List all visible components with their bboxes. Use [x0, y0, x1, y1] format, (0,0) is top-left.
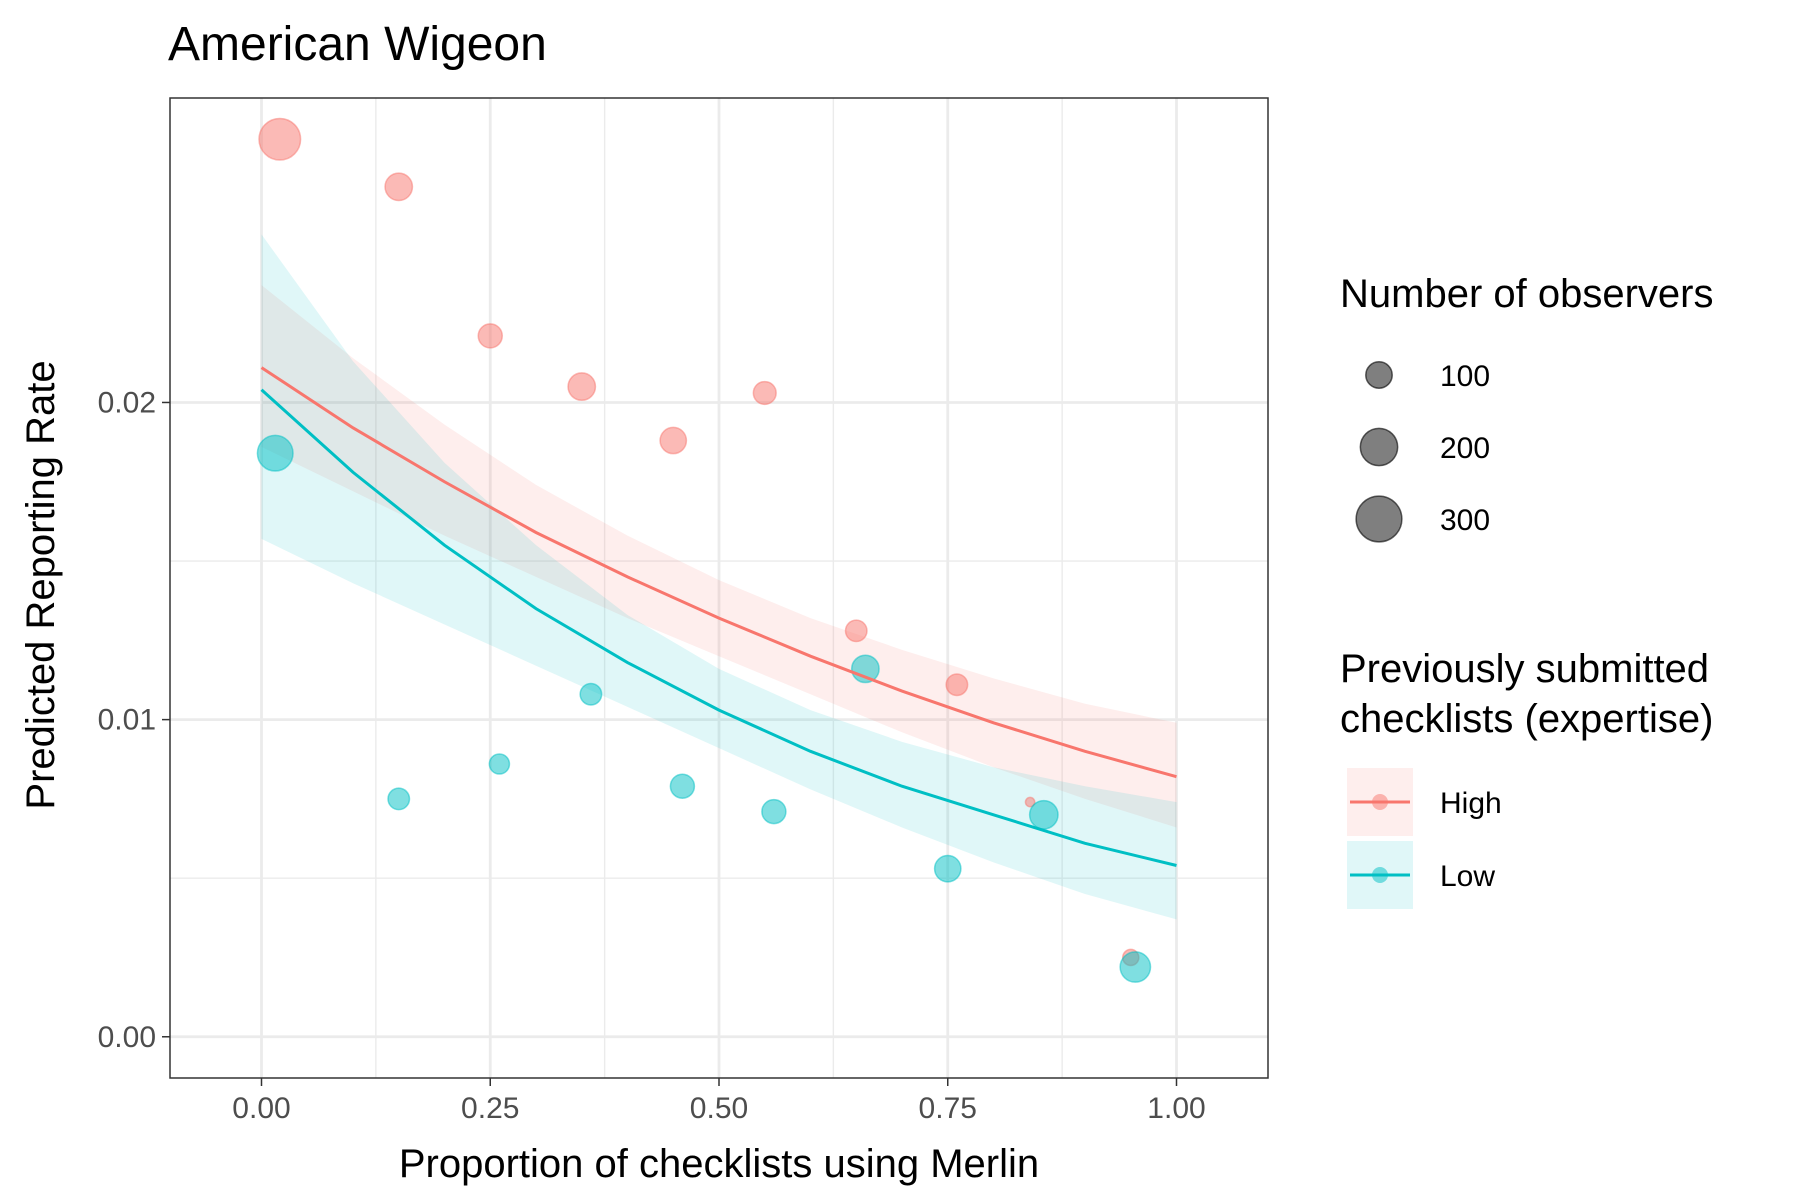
data-point-high [477, 323, 503, 349]
size-legend-label: 300 [1440, 504, 1490, 537]
data-point-high [752, 380, 777, 406]
size-legend: Number of observers 100 200 300 [1340, 272, 1713, 543]
color-legend-label-low: Low [1440, 860, 1495, 893]
size-legend-key [1365, 361, 1393, 389]
x-axis: 0.00 0.25 0.50 0.75 1.00 [232, 1078, 1206, 1125]
x-tick-label: 0.00 [232, 1092, 290, 1125]
data-point-high [659, 426, 688, 455]
y-axis-title: Predicted Reporting Rate [19, 360, 63, 809]
color-legend-title-line-2: checklists (expertise) [1340, 697, 1713, 741]
fit-line-high [260, 366, 1177, 779]
data-point-low [933, 854, 962, 883]
x-axis-title: Proportion of checklists using Merlin [399, 1142, 1039, 1186]
color-legend-key-point [1372, 794, 1388, 810]
x-tick-label: 0.50 [690, 1092, 748, 1125]
y-tick-label: 0.01 [98, 704, 156, 737]
color-legend-label-high: High [1440, 787, 1502, 820]
color-legend-key-point [1372, 867, 1388, 883]
color-legend-title-line-1: Previously submitted [1340, 647, 1709, 691]
y-tick-label: 0.02 [98, 386, 156, 419]
confidence-band-high [261, 285, 1177, 828]
data-point-low [761, 798, 787, 825]
data-point-high [945, 673, 969, 697]
chart-title: American Wigeon [168, 18, 547, 71]
size-legend-key [1359, 427, 1399, 467]
data-point-low [669, 773, 696, 799]
x-tick-label: 0.75 [919, 1092, 977, 1125]
x-tick-label: 1.00 [1147, 1092, 1205, 1125]
size-legend-label: 100 [1440, 360, 1490, 393]
y-axis: 0.00 0.01 0.02 [98, 386, 170, 1054]
size-legend-label: 200 [1440, 432, 1490, 465]
data-point-high [384, 172, 414, 202]
plot-panel [169, 97, 1269, 1079]
data-point-high [567, 372, 597, 402]
data-point-high [844, 619, 868, 643]
data-point-low [256, 434, 294, 472]
size-legend-title: Number of observers [1340, 272, 1713, 316]
data-point-low [1119, 951, 1152, 983]
data-point-high [1024, 796, 1036, 808]
size-legend-key [1355, 495, 1403, 543]
y-tick-label: 0.00 [98, 1021, 156, 1054]
x-tick-label: 0.25 [461, 1092, 519, 1125]
data-point-low [1028, 799, 1059, 830]
data-point-low [579, 682, 603, 706]
fit-line-low [260, 388, 1177, 867]
confidence-band-low [261, 234, 1177, 920]
data-point-high [258, 117, 302, 161]
data-point-low [387, 787, 411, 811]
data-point-low [488, 753, 511, 775]
color-legend: Previously submitted checklists (experti… [1340, 647, 1713, 909]
